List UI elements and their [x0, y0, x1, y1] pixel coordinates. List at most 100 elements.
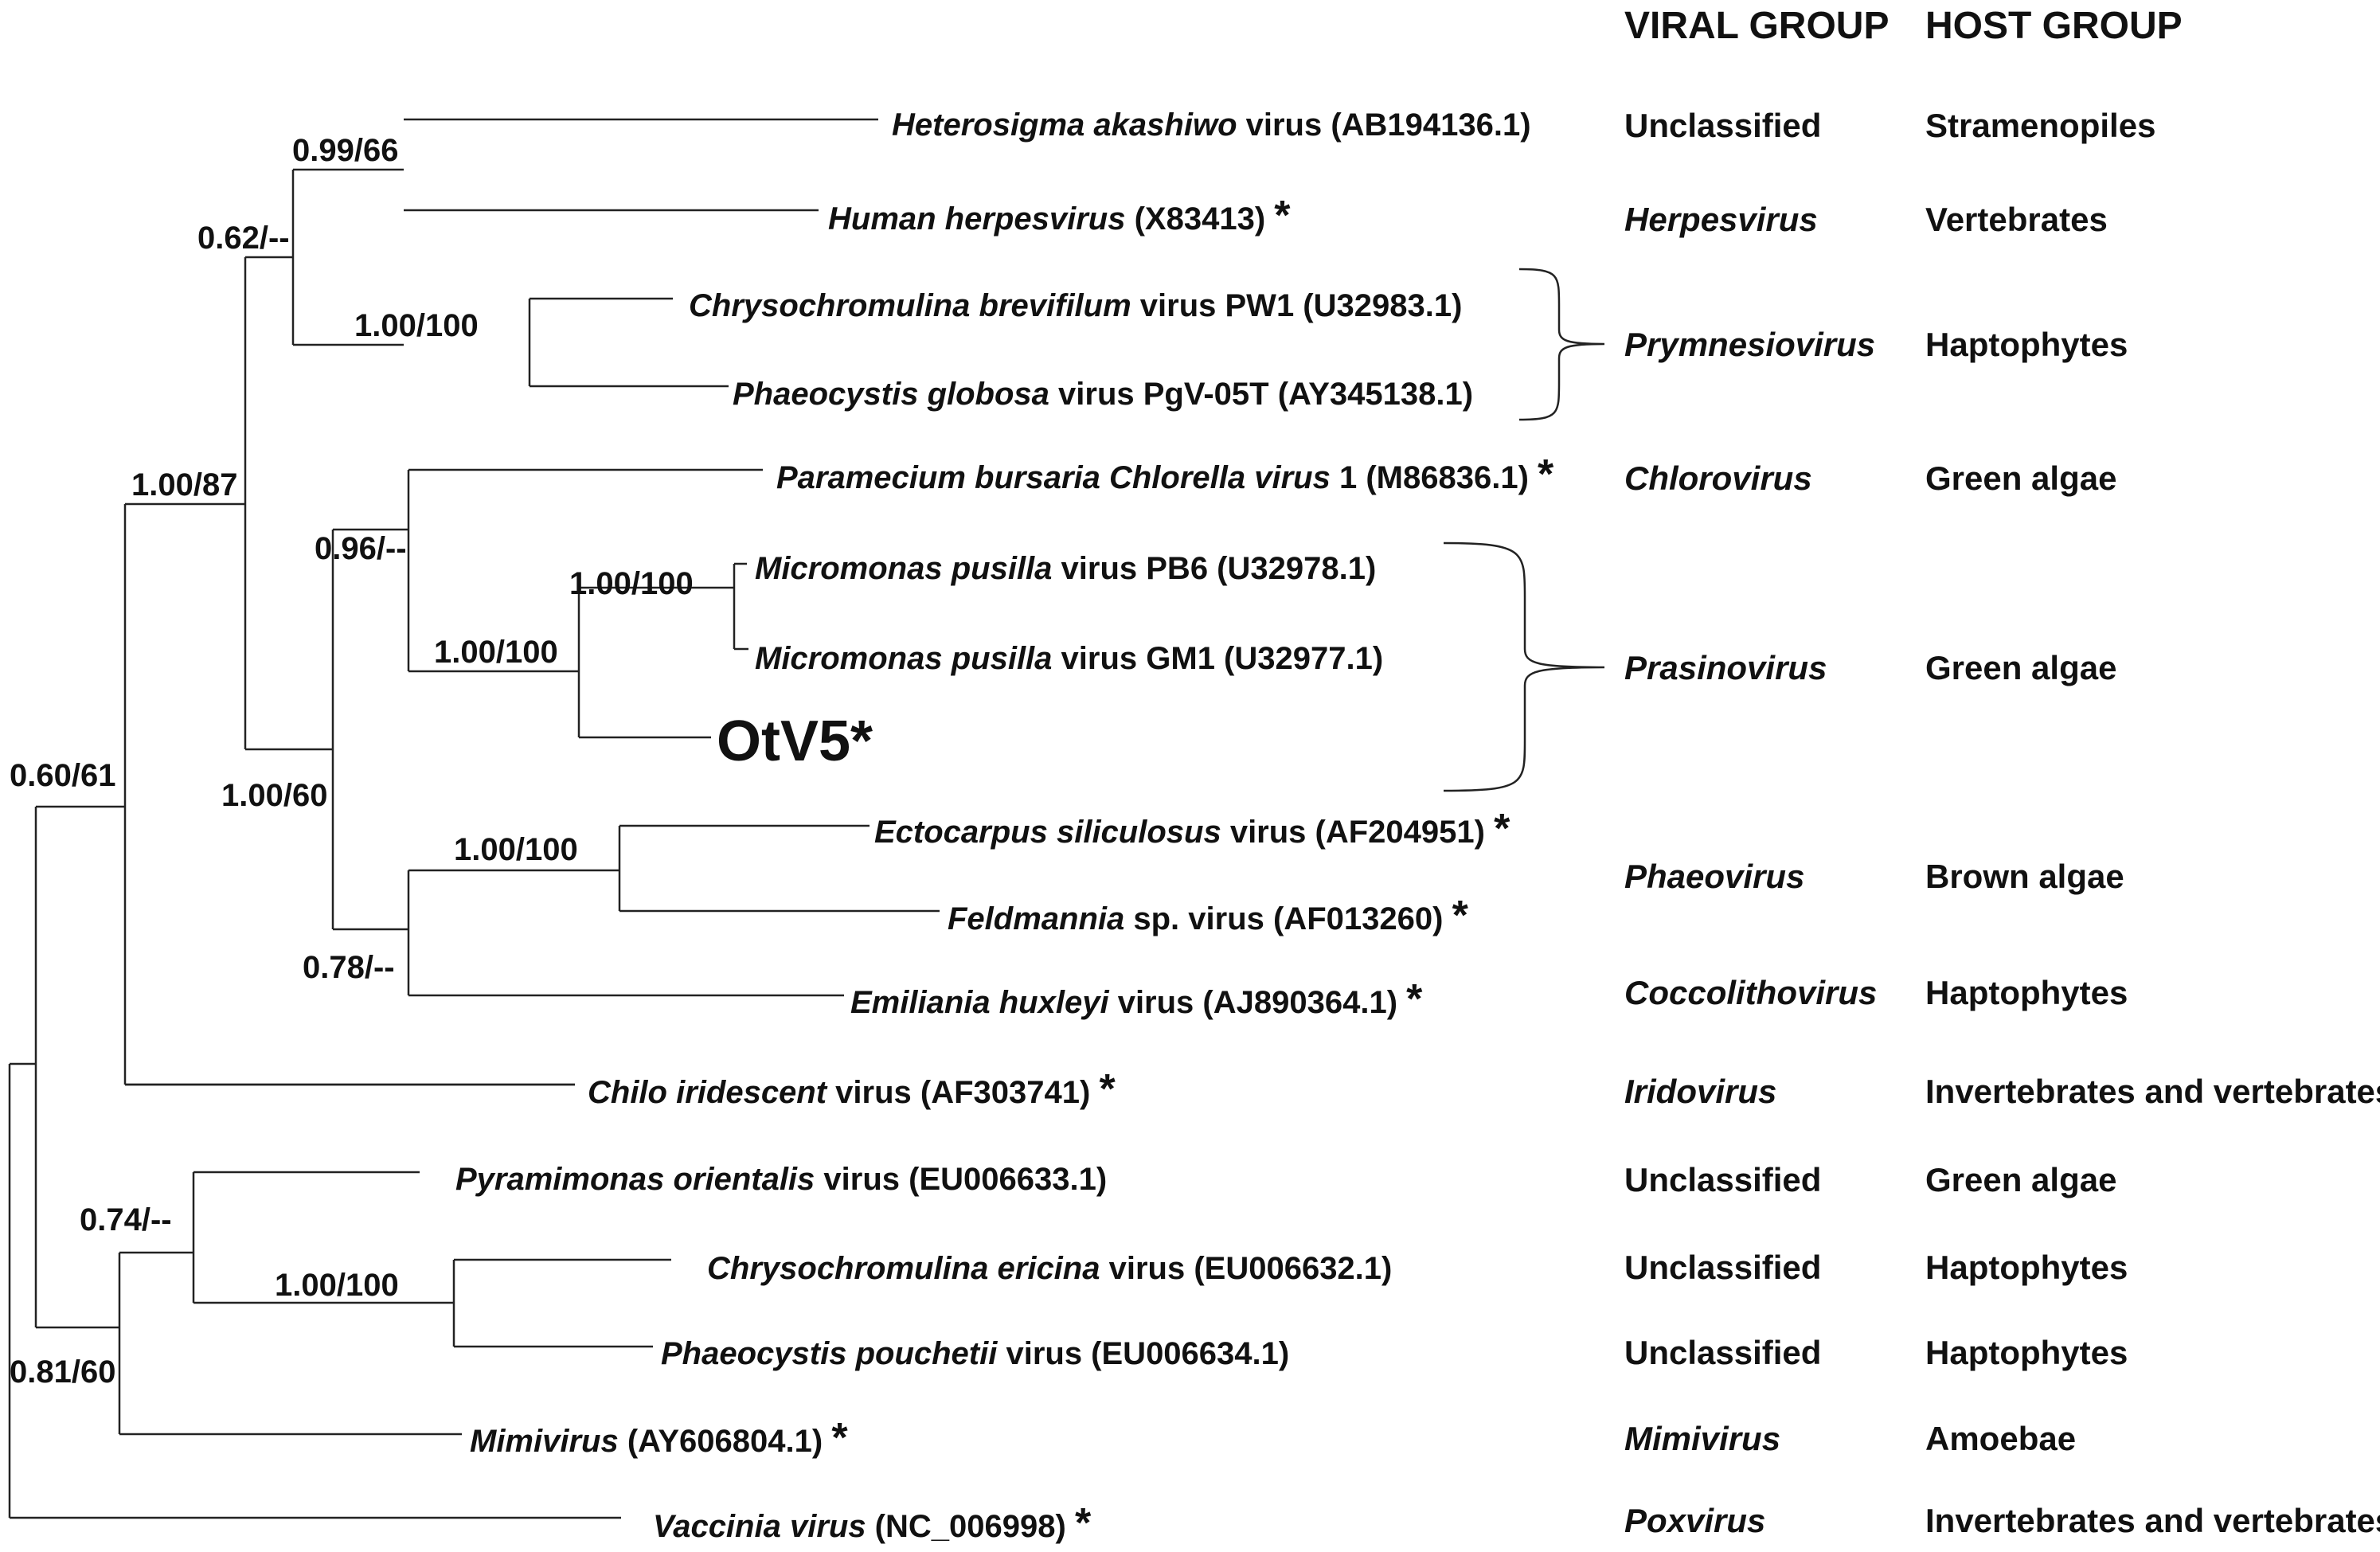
taxon-label-part: *: [1406, 976, 1423, 1022]
taxon-label-part: virus PB6 (U32978.1): [1052, 551, 1376, 586]
taxon-label-phaeocystis-globosa: Phaeocystis globosa virus PgV-05T (AY345…: [733, 377, 1473, 412]
branch-n5: [407, 468, 763, 673]
tree-branches: [8, 118, 940, 1519]
branch-n3: [528, 297, 729, 388]
viral-group-header: VIRAL GROUP: [1624, 5, 1889, 47]
taxon-label-part: Phaeocystis pouchetii: [661, 1336, 998, 1371]
branch-n10: [407, 869, 844, 997]
branch-n12: [192, 1171, 454, 1304]
taxon-label-mimivirus: Mimivirus (AY606804.1) *: [470, 1415, 848, 1461]
host-group-label: Brown algae: [1925, 858, 2124, 895]
host-group-label: Green algae: [1925, 649, 2116, 686]
host-group-label: Green algae: [1925, 459, 2116, 497]
taxon-label-human-herpes: Human herpesvirus (X83413) *: [828, 193, 1291, 239]
support-value-n6: 1.00/100: [434, 635, 558, 670]
taxon-label-chilo: Chilo iridescent virus (AF303741) *: [588, 1066, 1116, 1112]
viral-group-label: Unclassified: [1624, 1334, 1821, 1371]
taxon-label-part: virus GM1 (U32977.1): [1052, 641, 1383, 676]
taxon-label-part: 1 (M86836.1): [1331, 460, 1538, 495]
branch-n2: [244, 256, 333, 751]
taxon-label-part: Micromonas pusilla: [755, 551, 1052, 586]
taxon-label-part: virus (AF303741): [827, 1075, 1099, 1110]
taxon-label-part: (AY606804.1): [619, 1424, 832, 1459]
taxon-label-part: *: [1075, 1500, 1092, 1546]
support-value-n8: 1.00/60: [221, 778, 327, 813]
viral-group-label: Unclassified: [1624, 1249, 1821, 1286]
support-value-n1: 0.99/66: [292, 133, 398, 168]
branch-n4: [123, 502, 575, 1086]
taxon-label-part: *: [831, 1415, 848, 1461]
taxon-label-micromonas-gm1: Micromonas pusilla virus GM1 (U32977.1): [755, 641, 1383, 676]
taxon-label-chryso-brevifilum: Chrysochromulina brevifilum virus PW1 (U…: [689, 288, 1462, 323]
taxon-label-part: Paramecium bursaria Chlorella virus: [776, 460, 1331, 495]
taxon-label-part: (NC_006998): [866, 1509, 1075, 1544]
group-labels: Unclassified Stramenopiles Herpesvirus Vert…: [1624, 107, 2380, 1539]
support-value-n13: 1.00/100: [275, 1268, 399, 1303]
branch-n1: [291, 168, 404, 346]
branch-root: [8, 1062, 621, 1519]
taxon-label-pyramimonas: Pyramimonas orientalis virus (EU006633.1…: [455, 1162, 1107, 1197]
taxon-label-part: (X83413): [1125, 201, 1274, 237]
viral-group-label: Unclassified: [1624, 107, 1821, 144]
taxon-label-part: Emiliania huxleyi: [850, 985, 1109, 1020]
taxon-label-part: virus (EU006633.1): [815, 1162, 1107, 1197]
taxon-label-ectocarpus: Ectocarpus siliculosus virus (AF204951) …: [874, 806, 1510, 852]
viral-group-label: Poxvirus: [1624, 1502, 1765, 1539]
taxon-label-chryso-ericina: Chrysochromulina ericina virus (EU006632…: [707, 1251, 1392, 1286]
branch-n8: [331, 528, 408, 931]
taxon-labels: Heterosigma akashiwo virus (AB194136.1) H…: [455, 108, 1554, 1546]
taxon-label-part: Mimivirus: [470, 1424, 619, 1459]
taxon-label-pbcv: Paramecium bursaria Chlorella virus 1 (M…: [776, 452, 1554, 498]
taxon-label-part: Vaccinia virus: [653, 1509, 866, 1544]
support-value-n5: 0.96/--: [315, 531, 407, 566]
taxon-label-part: virus (AJ890364.1): [1109, 985, 1407, 1020]
taxon-label-part: virus (EU006632.1): [1100, 1251, 1392, 1286]
support-value-n3: 1.00/100: [354, 308, 479, 343]
host-group-label: Invertebrates and vertebrates: [1925, 1073, 2380, 1110]
taxon-label-part: Ectocarpus siliculosus: [874, 815, 1221, 850]
support-value-n14: 0.81/60: [10, 1355, 115, 1390]
support-value-n11: 0.60/61: [10, 758, 115, 793]
support-value-n2: 0.62/--: [197, 221, 290, 256]
host-group-label: Vertebrates: [1925, 201, 2108, 238]
taxon-label-part: Chrysochromulina ericina: [707, 1251, 1100, 1286]
taxon-label-part: *: [1452, 893, 1469, 939]
support-value-n4: 1.00/87: [131, 467, 237, 502]
viral-group-label: Iridovirus: [1624, 1073, 1776, 1110]
host-group-label: Haptophytes: [1925, 974, 2128, 1011]
host-group-label: Haptophytes: [1925, 326, 2128, 363]
taxon-label-part: Pyramimonas orientalis: [455, 1162, 815, 1197]
host-group-label: Stramenopiles: [1925, 107, 2155, 144]
host-group-label: Haptophytes: [1925, 1334, 2128, 1371]
viral-group-label: Mimivirus: [1624, 1420, 1780, 1457]
taxon-label-part: Human herpesvirus: [828, 201, 1125, 237]
branch-n6: [577, 586, 734, 739]
taxon-label-part: virus (EU006634.1): [997, 1336, 1289, 1371]
taxon-label-part: Chilo iridescent: [588, 1075, 828, 1110]
taxon-label-heterosigma: Heterosigma akashiwo virus (AB194136.1): [892, 108, 1531, 143]
branch-n14: [118, 1251, 462, 1436]
support-value-n10: 0.78/--: [303, 950, 395, 985]
prasinovirus-bracket: [1443, 541, 1605, 792]
viral-group-label: Phaeovirus: [1624, 858, 1804, 895]
prymnesiovirus-bracket: [1518, 268, 1605, 421]
taxon-label-vaccinia: Vaccinia virus (NC_006998) *: [653, 1500, 1092, 1546]
viral-group-label: Herpesvirus: [1624, 201, 1818, 238]
taxon-label-part: virus PgV-05T (AY345138.1): [1049, 377, 1473, 412]
host-group-label: Invertebrates and vertebrates: [1925, 1502, 2380, 1539]
branch-n13: [452, 1258, 671, 1348]
host-group-label: Green algae: [1925, 1161, 2116, 1198]
viral-group-label: Prymnesiovirus: [1624, 326, 1875, 363]
taxon-label-part: Feldmannia: [948, 901, 1124, 936]
taxon-label-part: *: [1274, 193, 1291, 239]
support-value-n9: 1.00/100: [454, 832, 578, 867]
taxon-label-part: virus PW1 (U32983.1): [1131, 288, 1463, 323]
support-values: 0.99/66 0.62/-- 1.00/100 1.00/87 0.96/-- 1.00…: [10, 133, 694, 1390]
taxon-label-part: *: [1099, 1066, 1116, 1112]
branch-n11: [34, 805, 125, 1329]
taxon-label-part: virus (AB194136.1): [1237, 108, 1531, 143]
branch-n7: [733, 562, 748, 651]
taxon-label-part: OtV5*: [717, 710, 873, 773]
taxon-label-part: Chrysochromulina brevifilum: [689, 288, 1131, 323]
